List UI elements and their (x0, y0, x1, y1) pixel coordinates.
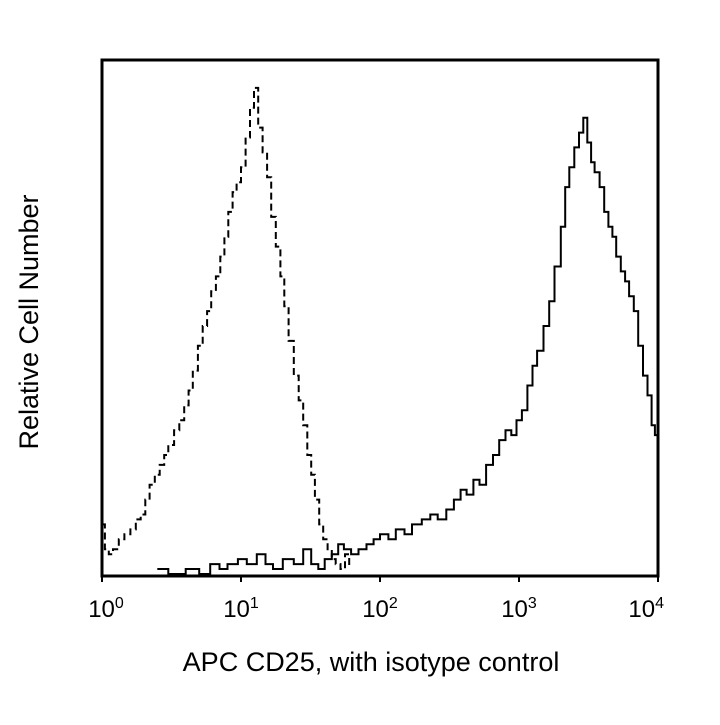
x-tick-label: 103 (501, 595, 537, 623)
x-tick-exponent: 2 (389, 595, 398, 612)
x-axis-title: APC CD25, with isotype control (183, 647, 560, 677)
x-tick-layer: 100 101 102 103 104 (88, 576, 664, 623)
x-tick-exponent: 3 (528, 595, 537, 612)
x-tick-base: 10 (88, 596, 115, 623)
x-tick-label: 101 (223, 595, 259, 623)
x-tick-exponent: 0 (115, 595, 124, 612)
cd25-histogram (157, 116, 659, 575)
x-tick-base: 10 (501, 596, 528, 623)
x-tick-exponent: 4 (655, 595, 664, 612)
x-tick-label: 100 (88, 595, 124, 623)
x-tick-label: 102 (362, 595, 398, 623)
series-layer (102, 86, 659, 575)
x-tick-base: 10 (362, 596, 389, 623)
x-tick-label: 104 (628, 595, 664, 623)
y-axis-title: Relative Cell Number (14, 194, 44, 449)
x-tick-base: 10 (628, 596, 655, 623)
x-tick-exponent: 1 (250, 595, 259, 612)
x-tick-base: 10 (223, 596, 250, 623)
